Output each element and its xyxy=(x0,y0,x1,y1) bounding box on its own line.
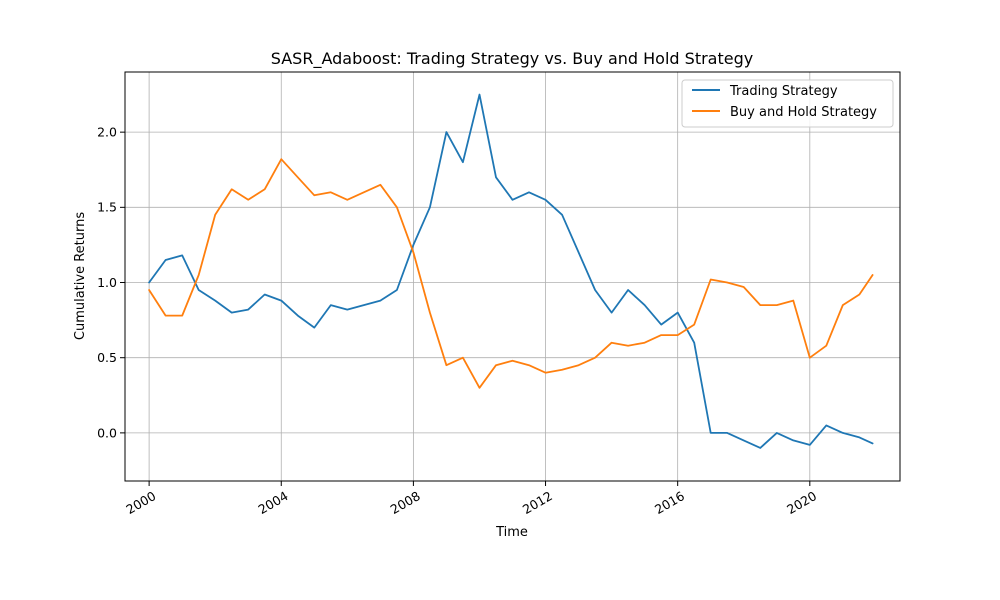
chart-title: SASR_Adaboost: Trading Strategy vs. Buy … xyxy=(271,49,753,69)
legend: Trading Strategy Buy and Hold Strategy xyxy=(681,79,894,128)
y-tick-label: 2.0 xyxy=(97,125,117,140)
y-tick-label: 1.0 xyxy=(97,275,117,290)
buy-and-hold-line xyxy=(148,158,874,389)
series-lines xyxy=(148,93,874,449)
plot-area-frame xyxy=(124,71,901,482)
y-tick-label: 1.5 xyxy=(97,200,117,215)
y-tick-label: 0.5 xyxy=(97,350,117,365)
x-axis-label: Time xyxy=(495,525,528,540)
legend-box xyxy=(681,79,894,128)
trading-strategy-line xyxy=(148,93,874,449)
legend-label-trading-strategy: Trading Strategy xyxy=(729,84,838,99)
legend-label-buy-and-hold: Buy and Hold Strategy xyxy=(730,105,877,120)
grid-lines xyxy=(125,72,900,481)
y-tick-label: 0.0 xyxy=(97,425,117,440)
y-axis-label: Cumulative Returns xyxy=(73,212,88,340)
